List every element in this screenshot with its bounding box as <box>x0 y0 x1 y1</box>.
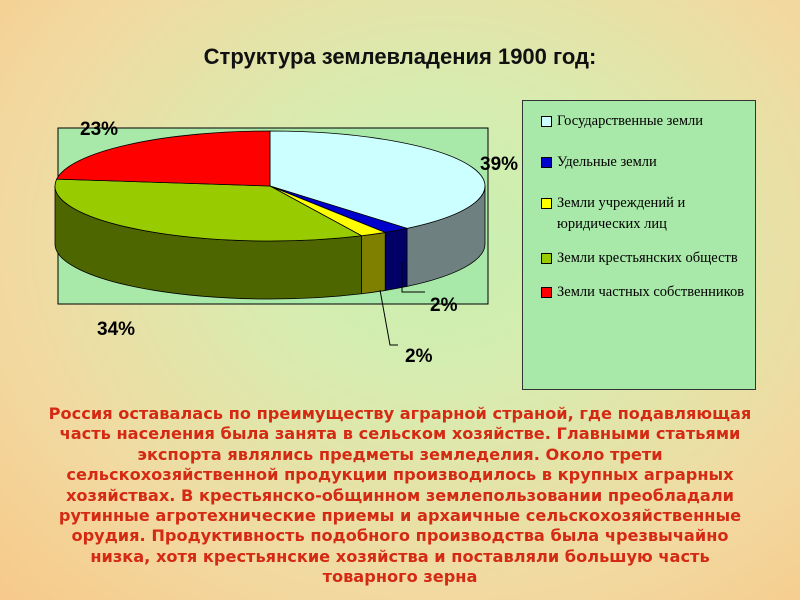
legend-swatch <box>541 157 552 168</box>
body-text: Россия оставалась по преимуществу аграрн… <box>48 404 752 587</box>
legend-swatch <box>541 116 552 127</box>
legend-label: Удельные земли <box>557 154 657 170</box>
legend-label: Государственные земли <box>557 113 703 129</box>
pie-slice-private <box>56 130 271 187</box>
legend-label: Земли частных собственников <box>557 284 745 300</box>
legend-swatch <box>541 287 552 298</box>
legend: Государственные земли Удельные земли Зем… <box>522 100 756 390</box>
legend-item-state: Государственные земли <box>541 111 747 132</box>
slide-title: Структура землевладения 1900 год: <box>203 44 597 69</box>
pie-label-private: 23% <box>80 119 118 140</box>
pie-label-institutions: 2% <box>430 295 458 316</box>
pie-slice-peasant <box>54 178 363 242</box>
pie-label-peasant: 34% <box>97 319 135 340</box>
leader-line-appanage <box>379 289 398 346</box>
pie-label-appanage: 2% <box>405 346 433 367</box>
legend-label: Земли крестьянских обществ <box>557 250 738 266</box>
legend-item-appanage: Удельные земли <box>541 152 747 173</box>
pie-wall-appanage <box>384 227 408 291</box>
legend-swatch <box>541 253 552 264</box>
legend-item-private: Земли частных собственников <box>541 282 747 303</box>
pie-label-state: 39% <box>480 154 518 175</box>
legend-item-institutions: Земли учреждений и юридических лиц <box>541 193 747 235</box>
pie-wall-institutions <box>361 231 386 295</box>
pie-slice-state <box>269 130 486 229</box>
legend-label: Земли учреждений и юридических лиц <box>557 195 686 232</box>
legend-swatch <box>541 198 552 209</box>
leader-line-institutions <box>401 262 425 293</box>
legend-item-peasant: Земли крестьянских обществ <box>541 248 747 269</box>
